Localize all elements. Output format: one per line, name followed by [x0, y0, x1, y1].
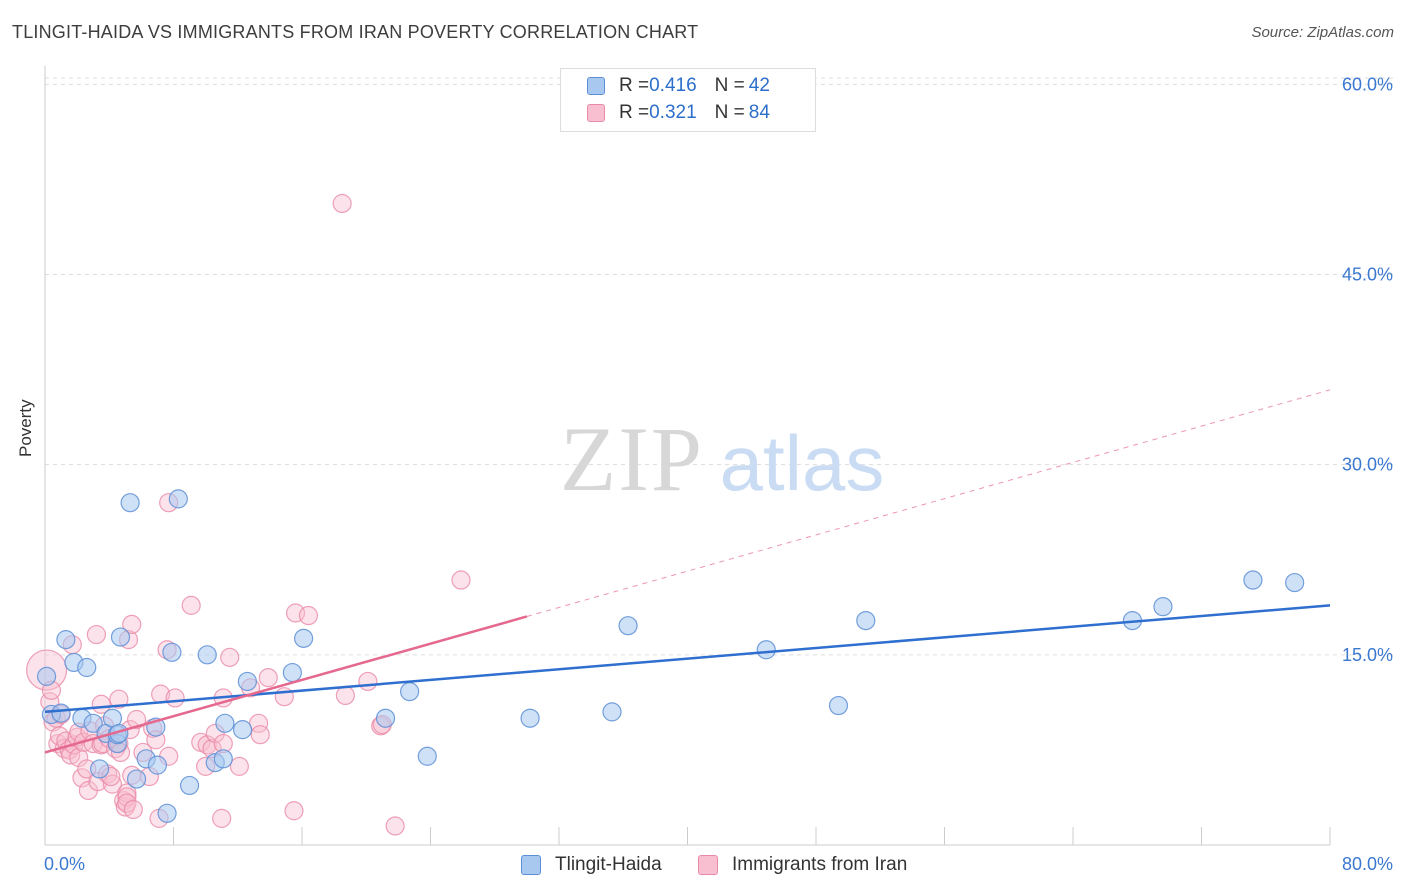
tlingit-point: [162, 642, 182, 662]
iran-point: [229, 756, 249, 776]
iran-point: [109, 689, 129, 709]
tlingit-point: [400, 681, 420, 702]
tlingit-point: [90, 759, 110, 779]
watermark: ZIP atlas: [560, 408, 884, 510]
iran-point: [358, 671, 378, 692]
tlingit-point: [179, 775, 200, 796]
x-tick-label: 80.0%: [1342, 854, 1393, 874]
watermark-zip: ZIP: [560, 408, 704, 510]
iran-point: [212, 808, 232, 828]
tlingit-trend-line: [44, 604, 1331, 714]
legend-n-value: 84: [748, 102, 770, 123]
tlingit-point: [147, 755, 168, 775]
tlingit-point: [120, 493, 140, 513]
bottom-legend-swatch-iran: [698, 855, 718, 875]
iran-point: [385, 816, 405, 836]
iran-point: [69, 747, 89, 768]
legend-r-value: 0.321: [649, 102, 697, 123]
iran-point: [86, 624, 107, 645]
tlingit-point: [828, 695, 849, 716]
x-tick-label: 0.0%: [44, 854, 85, 874]
y-tick-label: 15.0%: [1342, 645, 1393, 665]
y-tick-label: 45.0%: [1342, 264, 1393, 284]
bottom-legend-iran: Immigrants from Iran: [698, 853, 907, 877]
tick-labels: 15.0% 30.0% 45.0% 60.0% 0.0% 80.0%: [44, 74, 1393, 874]
iran-point: [250, 725, 270, 745]
watermark-atlas: atlas: [720, 419, 885, 507]
legend: R = 0.416 N = 42 R = 0.321 N = 84: [560, 68, 816, 132]
legend-n-label: N =: [714, 75, 745, 96]
tlingit-point: [856, 610, 876, 631]
bottom-legend-label-iran: Immigrants from Iran: [732, 854, 908, 875]
chart-title: TLINGIT-HAIDA VS IMMIGRANTS FROM IRAN PO…: [12, 22, 699, 42]
data-points: [26, 193, 1305, 836]
bottom-legend-tlingit: Tlingit-Haida: [521, 853, 662, 877]
tlingit-point: [1243, 570, 1263, 590]
tlingit-point: [110, 627, 131, 647]
grid: [45, 77, 1395, 656]
y-tick-label: 30.0%: [1342, 455, 1393, 475]
tlingit-point: [282, 662, 302, 683]
iran-point: [335, 685, 355, 706]
tlingit-point: [157, 803, 177, 823]
tlingit-point: [232, 720, 253, 740]
iran-point: [298, 605, 319, 626]
tlingit-point: [375, 708, 396, 728]
tlingit-point: [168, 489, 188, 509]
tlingit-point: [1153, 597, 1173, 617]
legend-n-label: N =: [714, 102, 745, 123]
iran-point: [117, 787, 137, 807]
legend-swatch-iran: [587, 104, 605, 122]
y-tick-label: 60.0%: [1342, 74, 1393, 94]
iran-point: [122, 614, 142, 635]
tlingit-point: [126, 769, 147, 789]
tlingit-point: [756, 640, 776, 660]
source-label: Source: ZipAtlas.com: [1251, 24, 1394, 41]
tlingit-point: [213, 749, 233, 769]
legend-r-label: R =: [619, 102, 650, 123]
iran-point: [123, 799, 143, 820]
legend-r-value: 0.416: [649, 75, 697, 96]
iran-point: [284, 801, 304, 821]
tlingit-point: [215, 713, 235, 733]
iran-trend-line: [44, 615, 528, 754]
legend-row-tlingit: R = 0.416 N = 42: [587, 75, 770, 97]
tlingit-point: [520, 708, 540, 728]
tlingit-point: [602, 702, 622, 722]
legend-row-iran: R = 0.321 N = 84: [587, 102, 770, 124]
iran-point: [126, 709, 147, 730]
iran-point: [332, 193, 352, 214]
bottom-legend-swatch-tlingit: [521, 855, 541, 875]
bottom-legend-label-tlingit: Tlingit-Haida: [555, 854, 662, 875]
iran-point: [220, 647, 240, 667]
iran-point: [181, 595, 201, 615]
legend-n-value: 42: [748, 75, 770, 96]
axes: [44, 66, 1331, 846]
tlingit-point: [417, 746, 437, 766]
iran-point: [102, 774, 123, 794]
iran-point: [258, 668, 278, 688]
tlingit-point: [294, 628, 314, 648]
trend-lines: [44, 389, 1331, 754]
iran-point: [451, 570, 471, 590]
tlingit-point: [56, 630, 76, 650]
iran-point: [72, 768, 92, 788]
legend-r-label: R =: [619, 75, 650, 96]
tlingit-point: [197, 645, 217, 665]
tlingit-point: [83, 713, 103, 733]
tlingit-point: [37, 666, 57, 686]
tlingit-point: [1285, 572, 1305, 593]
legend-swatch-tlingit: [587, 77, 605, 95]
iran-point: [165, 688, 185, 708]
tlingit-point: [51, 703, 71, 723]
tlingit-point: [618, 616, 638, 636]
tlingit-point: [237, 671, 257, 692]
tlingit-point: [77, 657, 97, 678]
